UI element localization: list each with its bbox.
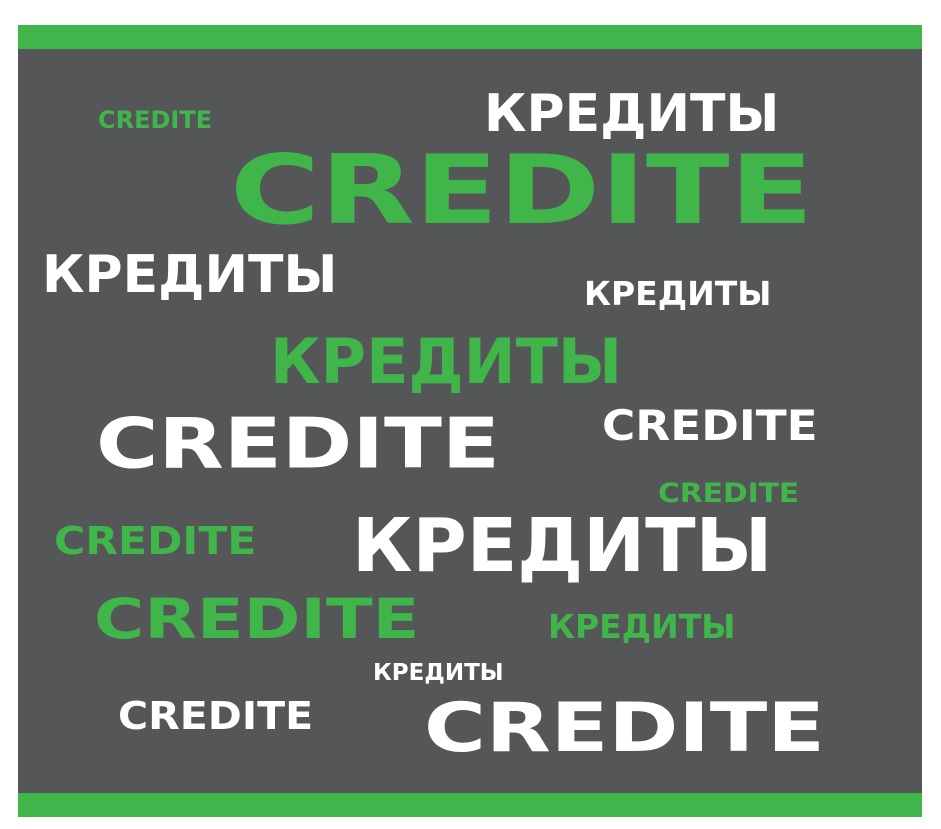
word-credite: CREDITE — [118, 694, 314, 738]
word-krediti: КРЕДИТЫ — [373, 660, 504, 686]
word-krediti: КРЕДИТЫ — [548, 607, 736, 646]
word-credite: CREDITE — [424, 689, 825, 768]
word-krediti: КРЕДИТЫ — [42, 245, 338, 305]
word-krediti: КРЕДИТЫ — [352, 503, 773, 589]
top-green-stripe — [18, 25, 922, 49]
word-credite: CREDITE — [602, 401, 818, 450]
word-credite: CREDITE — [230, 133, 814, 246]
word-credite: CREDITE — [658, 478, 800, 509]
word-credite: CREDITE — [54, 519, 257, 563]
bottom-green-stripe — [18, 793, 922, 817]
word-krediti: КРЕДИТЫ — [270, 325, 623, 398]
word-credite: CREDITE — [96, 403, 500, 484]
word-credite: CREDITE — [98, 106, 213, 134]
banner-board: CREDITE КРЕДИТЫ CREDITE КРЕДИТЫ КРЕДИТЫ … — [18, 25, 922, 817]
word-credite: CREDITE — [94, 586, 420, 652]
word-krediti: КРЕДИТЫ — [484, 84, 780, 144]
word-krediti: КРЕДИТЫ — [584, 274, 772, 313]
